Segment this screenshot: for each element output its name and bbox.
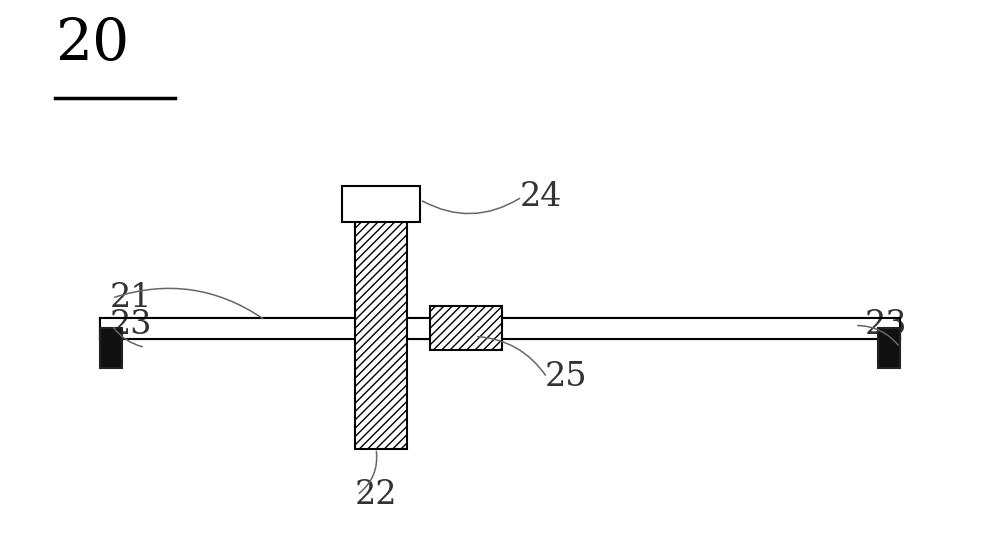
- Bar: [355, 208, 407, 449]
- Text: 22: 22: [355, 479, 398, 511]
- Bar: [878, 328, 900, 368]
- Text: 21: 21: [110, 282, 152, 314]
- FancyArrowPatch shape: [115, 288, 263, 318]
- Text: 25: 25: [545, 362, 588, 393]
- FancyArrowPatch shape: [422, 199, 520, 214]
- FancyArrowPatch shape: [858, 325, 898, 345]
- Text: 20: 20: [55, 16, 129, 72]
- Text: 23: 23: [110, 310, 152, 341]
- Bar: [430, 306, 502, 350]
- Bar: [342, 186, 420, 222]
- FancyArrowPatch shape: [478, 336, 545, 375]
- FancyArrowPatch shape: [359, 451, 377, 493]
- Text: 23: 23: [865, 310, 908, 341]
- Bar: [100, 318, 900, 339]
- Text: 24: 24: [520, 181, 562, 213]
- Bar: [100, 328, 122, 368]
- FancyArrowPatch shape: [114, 328, 142, 347]
